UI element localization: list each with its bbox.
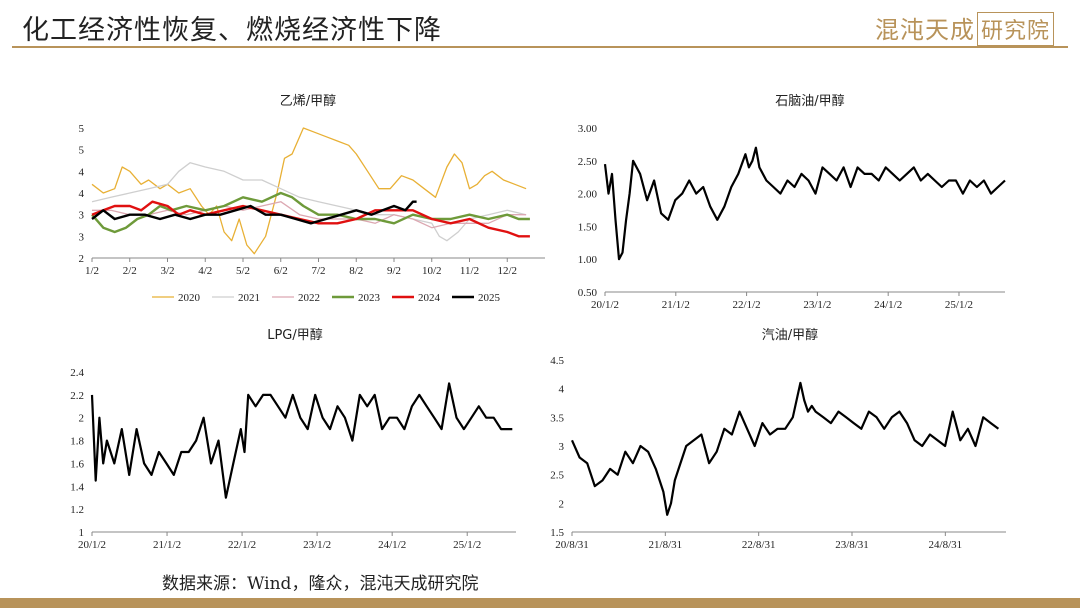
chart-title: 汽油/甲醇 xyxy=(762,327,818,343)
footer-bar xyxy=(0,598,1080,608)
x-tick-label: 12/2 xyxy=(497,265,517,277)
y-tick-label: 2.00 xyxy=(578,189,598,201)
x-tick-label: 3/2 xyxy=(160,265,174,277)
x-tick-label: 20/1/2 xyxy=(591,299,619,311)
chart-title: 石脑油/甲醇 xyxy=(775,93,844,109)
x-tick-label: 24/1/2 xyxy=(378,539,406,551)
y-tick-label: 5 xyxy=(79,123,85,135)
y-tick-label: 1.50 xyxy=(578,221,598,233)
y-tick-label: 2 xyxy=(559,498,565,510)
x-tick-label: 24/1/2 xyxy=(874,299,902,311)
y-tick-label: 3 xyxy=(559,441,565,453)
y-tick-label: 3 xyxy=(79,210,85,222)
y-tick-label: 0.50 xyxy=(578,287,598,299)
y-tick-label: 1.5 xyxy=(550,527,564,539)
x-tick-label: 21/1/2 xyxy=(153,539,181,551)
y-tick-label: 2.5 xyxy=(550,470,564,482)
y-tick-label: 1.6 xyxy=(70,458,84,470)
series-line-gasoline xyxy=(570,381,1000,516)
y-tick-label: 3 xyxy=(79,231,85,243)
chart-naphtha: 石脑油/甲醇 0.50 1.00 1.50 2.00 2.50 3.00 20/1/2 21/1… xyxy=(578,93,1006,311)
chart-gasoline: 汽油/甲醇 1.5 2 2.5 3 3.5 4 4.5 20/8/31 21/8/31 22/8/3… xyxy=(550,327,1006,551)
x-tick-label: 25/1/2 xyxy=(453,539,481,551)
x-tick-label: 5/2 xyxy=(236,265,250,277)
data-source: 数据来源：Wind，隆众，混沌天成研究院 xyxy=(162,574,479,594)
legend-label: 2025 xyxy=(478,292,501,304)
x-tick-label: 23/8/31 xyxy=(835,539,869,551)
page-title: 化工经济性恢复、燃烧经济性下降 xyxy=(22,15,442,46)
chart-title: 乙烯/甲醇 xyxy=(280,93,336,109)
y-tick-label: 1.4 xyxy=(70,481,84,493)
series-line-naphtha xyxy=(603,146,1006,261)
x-tick-label: 1/2 xyxy=(85,265,99,277)
x-tick-label: 22/8/31 xyxy=(742,539,776,551)
x-tick-label: 7/2 xyxy=(311,265,325,277)
y-tick-label: 4 xyxy=(79,166,85,178)
chart-lpg: LPG/甲醇 1 1.2 1.4 1.6 1.8 2 2.2 2.4 20/1/2 21/1/2 22… xyxy=(70,327,516,551)
y-tick-label: 2 xyxy=(79,413,85,425)
y-tick-label: 2.50 xyxy=(578,156,598,168)
series-line-lpg xyxy=(90,382,513,499)
x-tick-label: 21/8/31 xyxy=(649,539,683,551)
y-tick-label: 4.5 xyxy=(550,355,564,367)
x-tick-label: 21/1/2 xyxy=(662,299,690,311)
chart-title: LPG/甲醇 xyxy=(267,327,323,343)
logo-text: 混沌天成 xyxy=(874,16,975,44)
y-tick-label: 2.2 xyxy=(70,390,84,402)
x-tick-label: 23/1/2 xyxy=(803,299,831,311)
x-tick-label: 22/1/2 xyxy=(733,299,761,311)
header-rule xyxy=(12,46,1068,48)
series-line-2025 xyxy=(91,200,417,225)
x-tick-label: 20/8/31 xyxy=(555,539,589,551)
y-tick-label: 1 xyxy=(79,527,85,539)
y-tick-label: 4 xyxy=(559,384,565,396)
x-tick-label: 22/1/2 xyxy=(228,539,256,551)
x-tick-label: 11/2 xyxy=(460,265,479,277)
y-tick-label: 1.2 xyxy=(70,504,84,516)
y-tick-label: 2.4 xyxy=(70,367,84,379)
series-line-2023 xyxy=(91,191,530,234)
x-tick-label: 2/2 xyxy=(123,265,137,277)
x-tick-label: 24/8/31 xyxy=(929,539,963,551)
x-tick-label: 10/2 xyxy=(422,265,442,277)
legend-label: 2021 xyxy=(238,292,260,304)
legend-label: 2022 xyxy=(298,292,320,304)
brand-logo: 混沌天成 研究院 xyxy=(875,10,1054,46)
x-tick-label: 23/1/2 xyxy=(303,539,331,551)
chart-ethylene: 乙烯/甲醇 2 3 3 4 4 5 5 1/2 2/2 3/2 4/2 5/2 6/2 7/2 8/2 9/2 1… xyxy=(79,93,545,304)
legend-label: 2024 xyxy=(418,292,441,304)
x-tick-label: 4/2 xyxy=(198,265,212,277)
series-line-2021 xyxy=(91,162,527,242)
legend-label: 2020 xyxy=(178,292,201,304)
x-tick-label: 25/1/2 xyxy=(945,299,973,311)
y-tick-label: 5 xyxy=(79,145,85,157)
y-tick-label: 1.8 xyxy=(70,436,84,448)
series-line-2020 xyxy=(91,127,527,255)
logo-box-text: 研究院 xyxy=(976,12,1054,46)
y-tick-label: 3.5 xyxy=(550,412,564,424)
y-tick-label: 4 xyxy=(79,188,85,200)
x-tick-label: 20/1/2 xyxy=(78,539,106,551)
y-tick-label: 1.00 xyxy=(578,254,598,266)
x-tick-label: 6/2 xyxy=(274,265,288,277)
x-tick-label: 8/2 xyxy=(349,265,363,277)
x-tick-label: 9/2 xyxy=(387,265,401,277)
y-tick-label: 3.00 xyxy=(578,123,598,135)
y-tick-label: 2 xyxy=(79,253,85,265)
legend-label: 2023 xyxy=(358,292,381,304)
